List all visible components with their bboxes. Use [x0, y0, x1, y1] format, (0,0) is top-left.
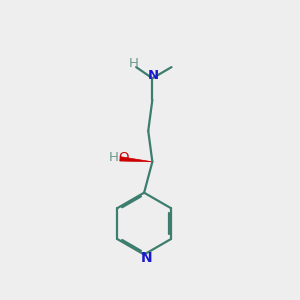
Text: N: N [147, 69, 158, 82]
Text: H: H [129, 57, 139, 70]
Polygon shape [120, 157, 152, 162]
Text: H: H [109, 151, 118, 164]
Text: O: O [118, 151, 129, 164]
Text: N: N [141, 251, 152, 266]
